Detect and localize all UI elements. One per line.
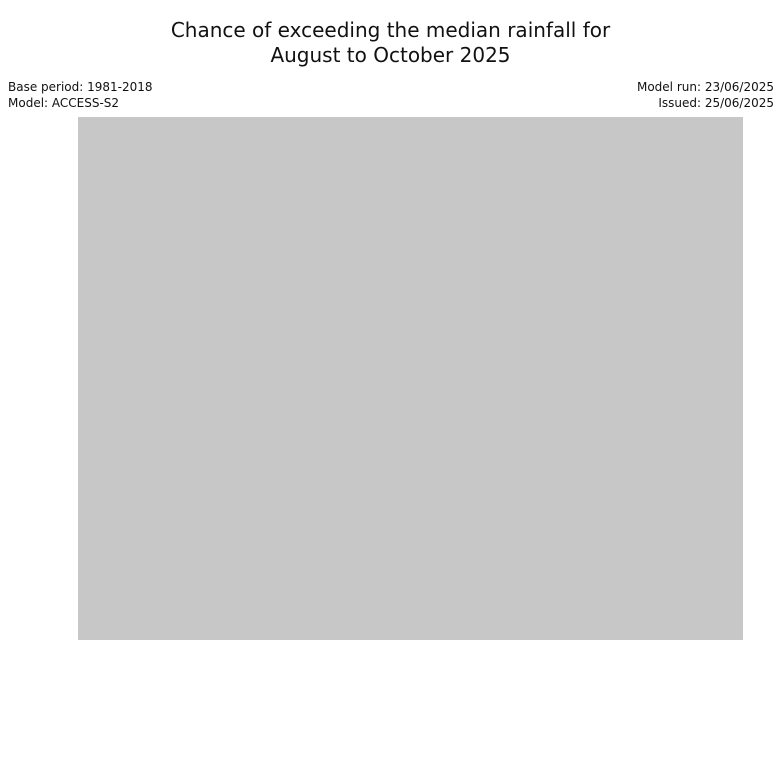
map-panel-placeholder [78, 117, 743, 640]
title-line-1: Chance of exceeding the median rainfall … [170, 18, 611, 42]
rainfall-map [78, 117, 743, 640]
base-period: Base period: 1981-2018 [8, 80, 153, 94]
metadata-right: Model run: 23/06/2025 Issued: 25/06/2025 [637, 79, 774, 111]
model-name: Model: ACCESS-S2 [8, 96, 120, 110]
metadata-left: Base period: 1981-2018 Model: ACCESS-S2 [8, 79, 153, 111]
map-title: Chance of exceeding the median rainfall … [0, 18, 781, 68]
issued-date: Issued: 25/06/2025 [658, 96, 774, 110]
title-line-2: August to October 2025 [270, 43, 511, 67]
model-run-date: Model run: 23/06/2025 [636, 80, 774, 94]
